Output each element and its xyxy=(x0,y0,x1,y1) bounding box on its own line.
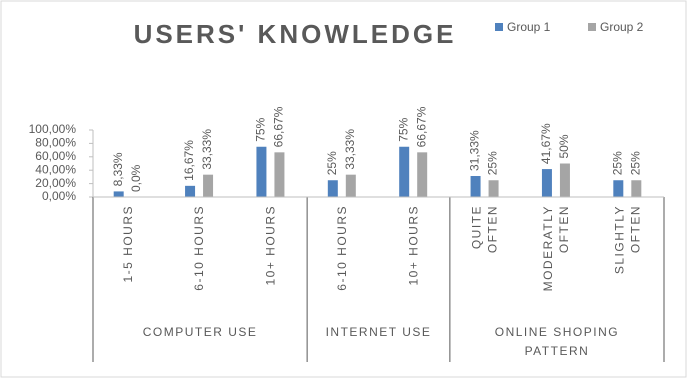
y-tick-label: 40,00% xyxy=(35,162,76,176)
legend-label: Group 1 xyxy=(507,20,551,34)
legend-label: Group 2 xyxy=(600,20,644,34)
value-label: 25% xyxy=(628,151,642,175)
bar xyxy=(203,174,214,197)
value-label: 50% xyxy=(557,134,571,158)
value-label: 66,67% xyxy=(272,106,286,147)
bar xyxy=(256,146,267,197)
bar xyxy=(541,169,552,197)
legend-swatch xyxy=(495,23,503,31)
x-tick-label: 10+ HOURS xyxy=(406,205,420,286)
x-tick-label: 6-10 HOURS xyxy=(335,205,349,291)
x-tick-label: 1-5 HOURS xyxy=(121,205,135,283)
value-label: 75% xyxy=(396,117,410,141)
group-label: ONLINE SHOPING xyxy=(495,325,619,339)
x-tick-label: OFTEN xyxy=(628,205,642,253)
group-label: PATTERN xyxy=(525,344,590,358)
value-label: 25% xyxy=(486,151,500,175)
group-label: COMPUTER USE xyxy=(143,325,258,339)
y-tick-label: 0,00% xyxy=(42,189,76,203)
value-label: 8,33% xyxy=(111,152,125,186)
value-label: 66,67% xyxy=(414,106,428,147)
x-tick-label: OFTEN xyxy=(486,205,500,253)
value-label: 0,0% xyxy=(129,164,143,192)
value-label: 16,67% xyxy=(182,140,196,181)
bar xyxy=(113,191,124,197)
bar xyxy=(327,180,338,197)
value-label: 31,33% xyxy=(468,130,482,171)
value-label: 25% xyxy=(610,151,624,175)
y-tick-label: 20,00% xyxy=(35,176,76,190)
bar xyxy=(488,180,499,197)
bar xyxy=(274,152,285,197)
value-label: 33,33% xyxy=(200,129,214,170)
y-tick-label: 100,00% xyxy=(29,122,77,136)
x-tick-label: OFTEN xyxy=(557,205,571,253)
group-label: INTERNET USE xyxy=(326,325,432,339)
x-tick-label: MODERATLY xyxy=(541,205,555,291)
bar xyxy=(470,176,481,197)
chart-title: USERS' KNOWLEDGE xyxy=(134,19,457,49)
y-tick-label: 80,00% xyxy=(35,136,76,150)
bar xyxy=(631,180,642,197)
value-label: 41,67% xyxy=(539,123,553,164)
x-tick-label: 6-10 HOURS xyxy=(192,205,206,291)
bar xyxy=(559,163,570,197)
x-tick-label: QUITE xyxy=(470,205,484,249)
bar xyxy=(345,174,356,197)
bar xyxy=(613,180,624,197)
y-tick-label: 60,00% xyxy=(35,149,76,163)
bar xyxy=(417,152,428,197)
x-tick-label: 10+ HOURS xyxy=(264,205,278,286)
value-label: 75% xyxy=(254,117,268,141)
x-tick-label: SLIGHTLY xyxy=(612,205,626,274)
bar xyxy=(399,146,410,197)
bar xyxy=(185,185,196,197)
legend-swatch xyxy=(588,23,596,31)
value-label: 33,33% xyxy=(343,129,357,170)
value-label: 25% xyxy=(325,151,339,175)
